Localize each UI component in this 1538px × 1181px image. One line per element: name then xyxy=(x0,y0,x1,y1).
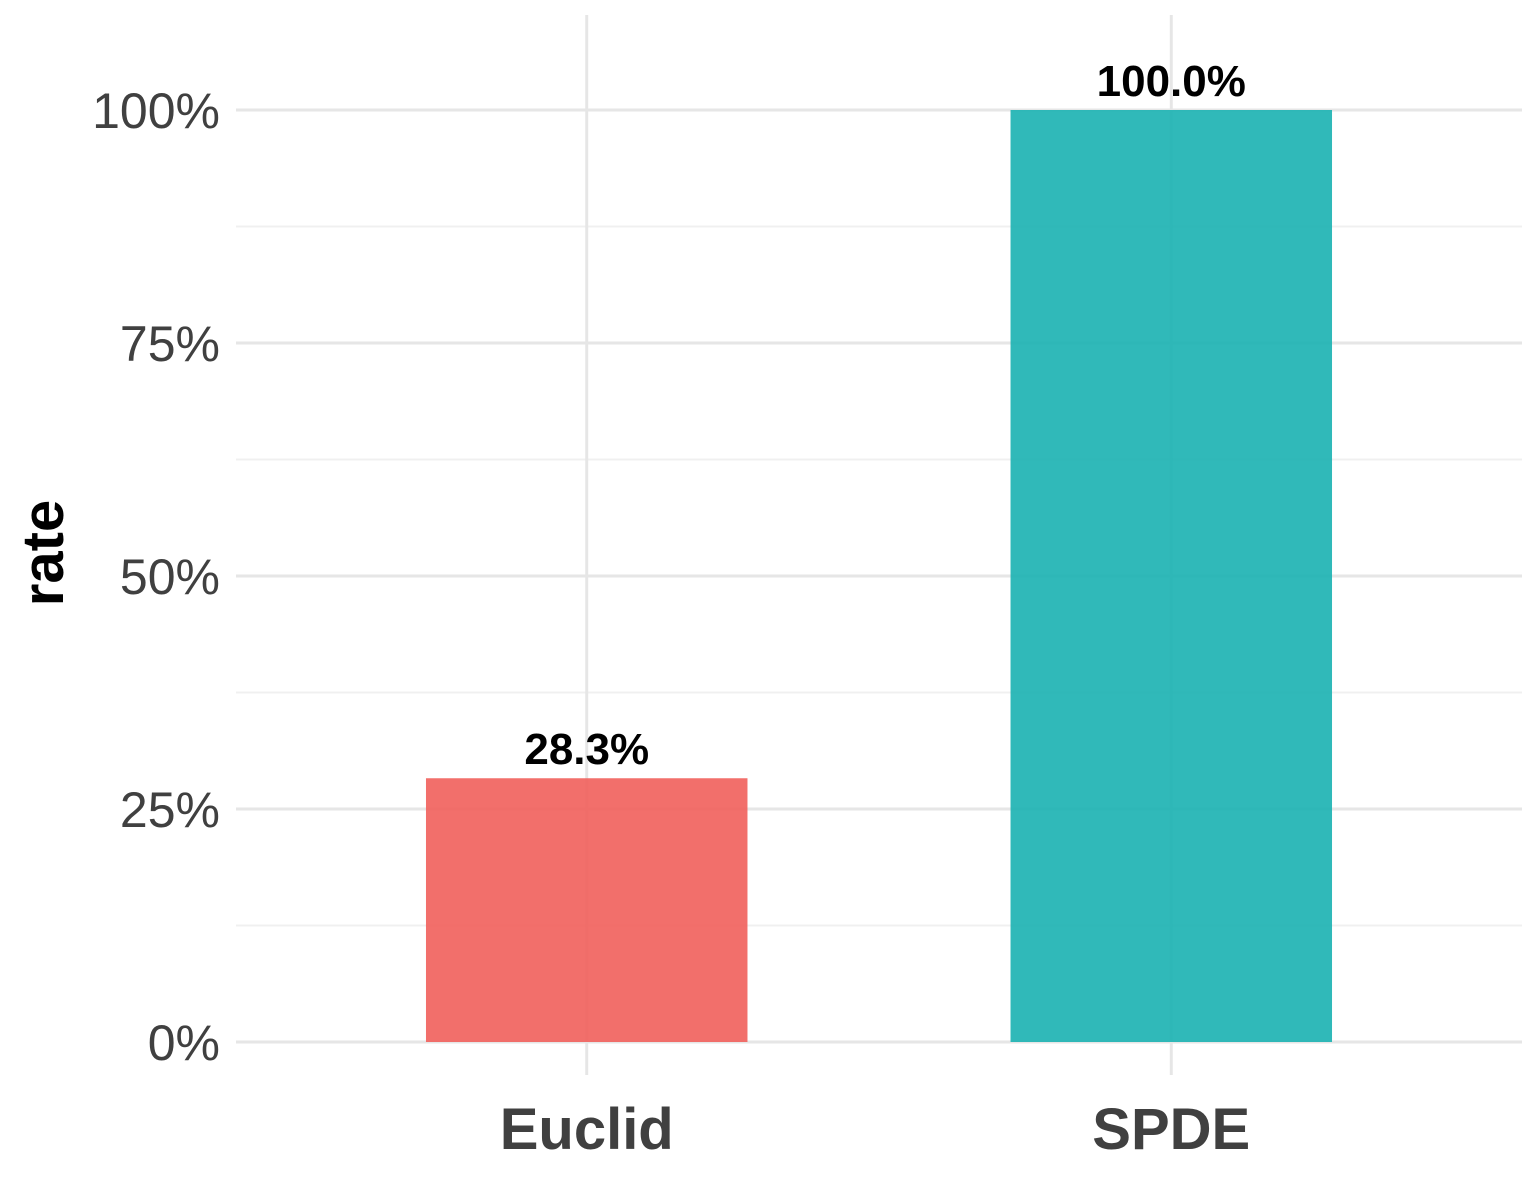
x-tick-label: Euclid xyxy=(500,1097,674,1162)
bar-layer xyxy=(425,110,1333,1042)
data-label-spde: 100.0% xyxy=(1097,57,1246,106)
y-tick-label: 100% xyxy=(92,83,220,139)
y-tick-label: 25% xyxy=(120,782,220,838)
bar-spde xyxy=(1010,110,1333,1042)
y-tick-label: 0% xyxy=(148,1015,220,1071)
label-layer: 28.3% 100.0% xyxy=(524,57,1246,774)
axis-layer: 0% 25% 50% 75% 100% Euclid SPDE xyxy=(92,83,1250,1162)
data-label-euclid: 28.3% xyxy=(524,725,649,774)
y-tick-label: 50% xyxy=(120,549,220,605)
x-tick-label: SPDE xyxy=(1092,1097,1250,1162)
bar-euclid xyxy=(425,778,748,1042)
y-tick-label: 75% xyxy=(120,316,220,372)
y-axis-title: rate xyxy=(11,500,76,606)
